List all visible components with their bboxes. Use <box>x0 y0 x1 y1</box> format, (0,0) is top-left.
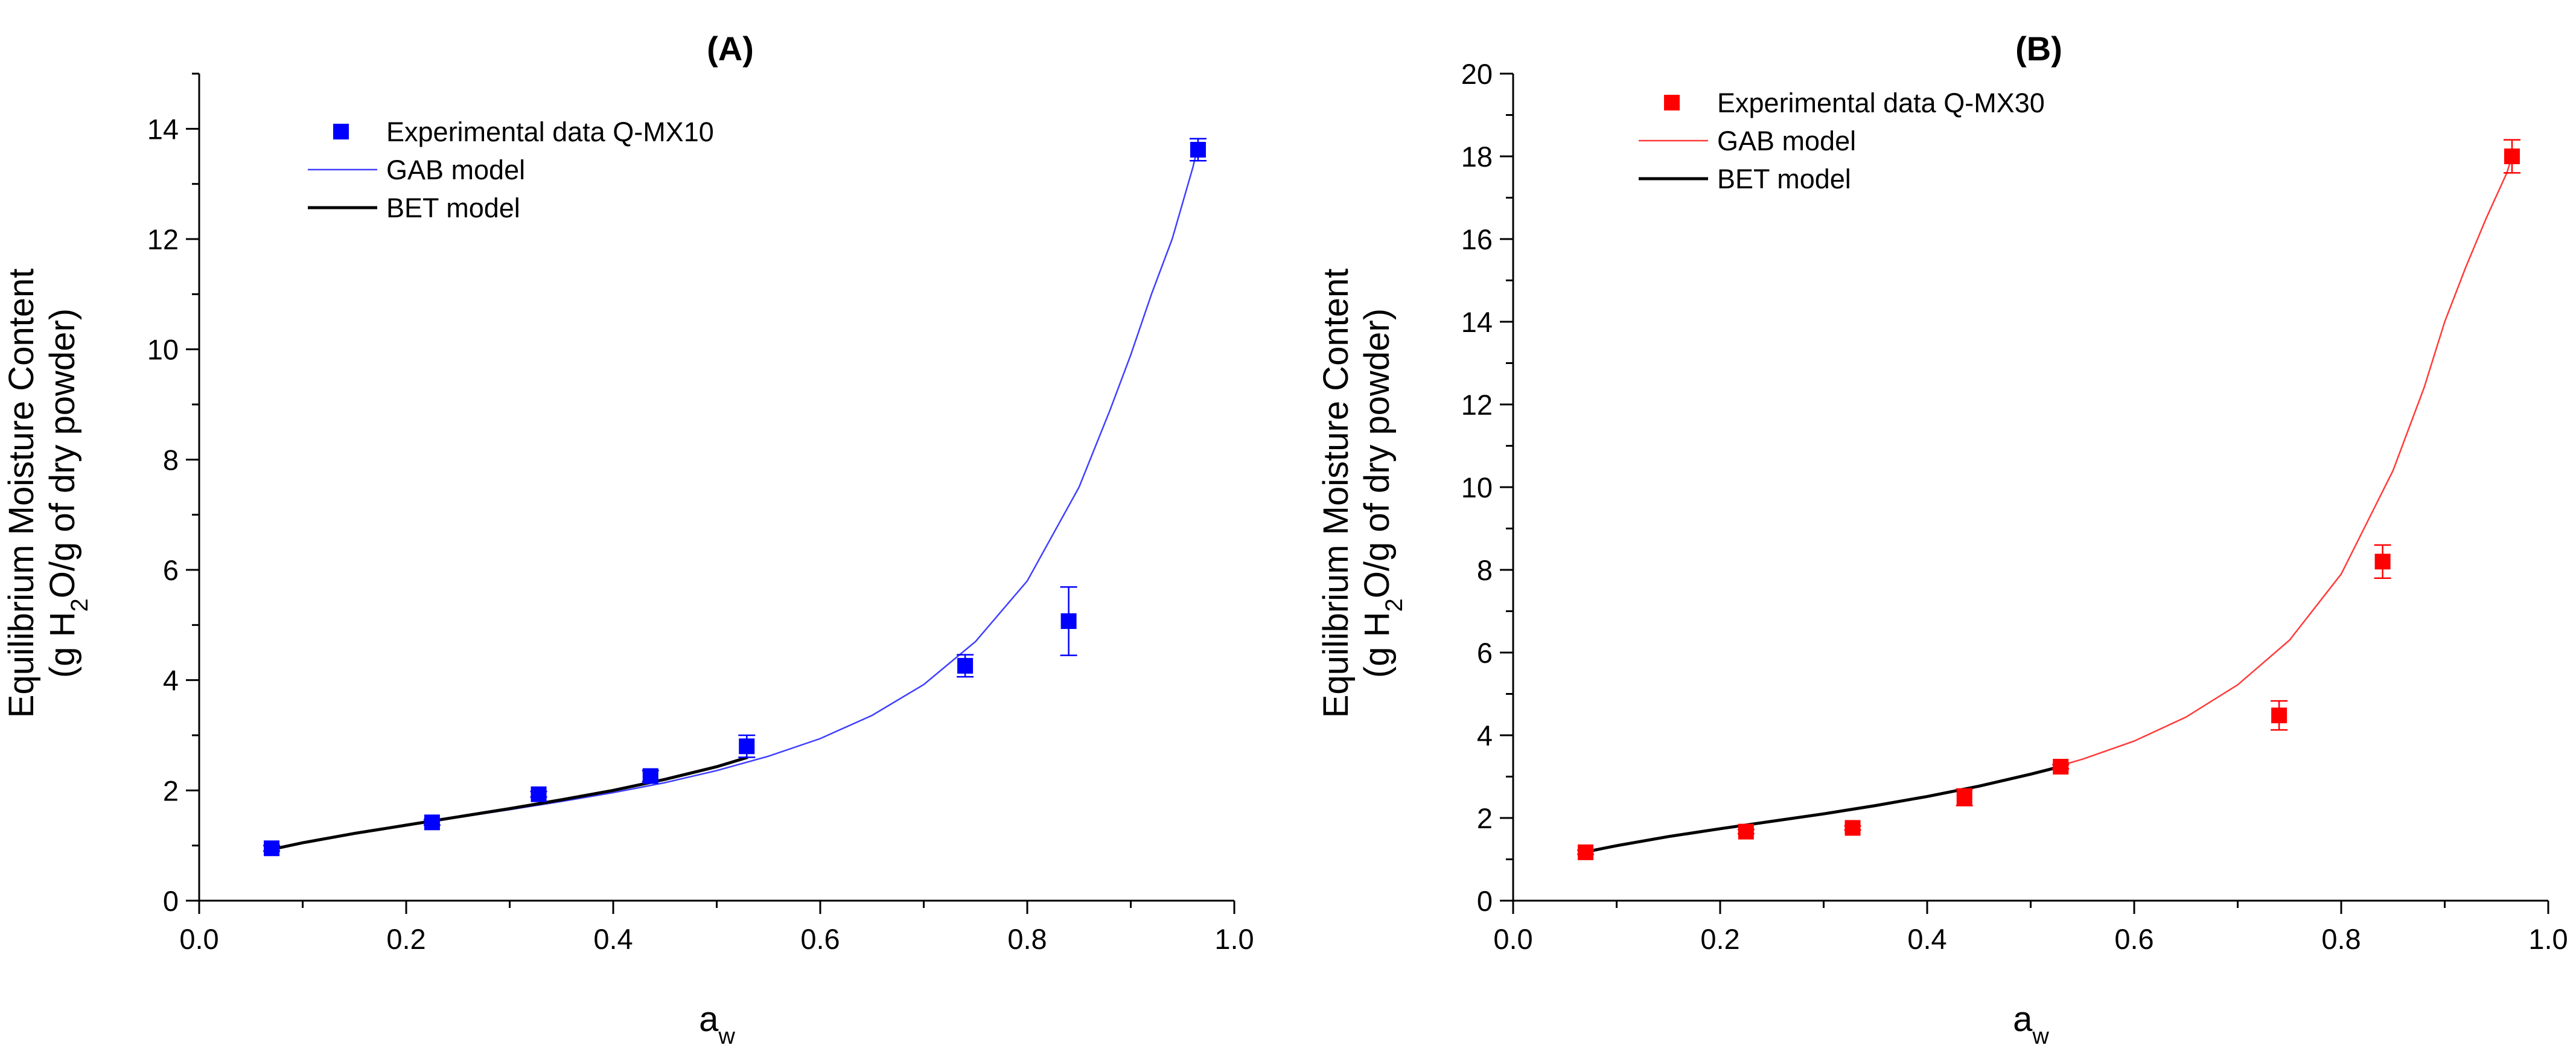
y-axis-label-units: (g H2O/g of dry powder) <box>1357 308 1408 678</box>
chart-panel-b: (B) 0.0 0.2 0.4 0.6 0.8 1.0 0 2 4 6 8 10 12 14 16 18 20 aw… <box>1316 30 2568 1049</box>
legend-label: Experimental data Q-MX10 <box>386 117 714 147</box>
data-point <box>642 768 658 784</box>
data-point <box>739 738 755 755</box>
data-point <box>2504 149 2520 164</box>
y-tick-label: 10 <box>147 334 179 366</box>
x-axis-label: aw <box>699 1000 735 1049</box>
chart-title: (A) <box>707 30 754 68</box>
data-point <box>2271 707 2287 724</box>
y-tick-label: 8 <box>163 444 179 476</box>
x-tick-label: 0.6 <box>2114 923 2154 955</box>
chart-panel-a: (A) 0.0 0.2 0.4 0.6 0.8 1.0 0 2 4 6 8 10 12 14 aw Equili… <box>2 30 1254 1049</box>
legend-label: GAB model <box>386 155 525 185</box>
y-tick-label: 6 <box>1477 637 1493 669</box>
data-point <box>1190 142 1206 158</box>
y-tick-label: 20 <box>1461 58 1493 90</box>
y-tick-label: 0 <box>1477 885 1493 917</box>
data-point <box>1578 844 1594 860</box>
gab-model-line <box>271 145 1199 851</box>
y-tick-label: 14 <box>1461 306 1493 338</box>
y-axis-label-units: (g H2O/g of dry powder) <box>43 308 93 678</box>
data-point <box>1060 613 1077 629</box>
x-axis-label: aw <box>2013 1000 2049 1049</box>
y-tick-label: 6 <box>163 554 179 586</box>
y-tick-label: 12 <box>1461 389 1493 421</box>
chart-title: (B) <box>2015 30 2062 68</box>
x-tick-label: 0.8 <box>1007 923 1047 955</box>
x-tick-label: 0.4 <box>593 923 633 955</box>
legend-marker <box>333 124 349 139</box>
y-axis-label: Equilibrium Moisture Content <box>2 269 41 718</box>
y-tick-label: 2 <box>1477 802 1493 834</box>
y-tick-label: 12 <box>147 223 179 255</box>
x-tick-label: 0.0 <box>1493 923 1532 955</box>
legend-label: BET model <box>386 193 520 223</box>
legend-label: Experimental data Q-MX30 <box>1717 88 2045 118</box>
data-point <box>957 657 974 674</box>
data-point <box>1844 820 1861 836</box>
bet-model-line <box>271 756 748 851</box>
data-point <box>531 786 547 802</box>
legend-label: BET model <box>1717 164 1851 194</box>
x-tick-label: 0.6 <box>800 923 840 955</box>
legend-label: GAB model <box>1717 126 1856 156</box>
y-axis-label: Equilibrium Moisture Content <box>1316 269 1356 718</box>
data-point <box>2374 554 2391 570</box>
y-tick-label: 18 <box>1461 141 1493 173</box>
x-tick-label: 0.4 <box>1907 923 1946 955</box>
data-point <box>1956 789 1972 805</box>
y-tick-label: 10 <box>1461 471 1493 503</box>
bet-model-line <box>1585 764 2062 854</box>
legend-marker <box>1664 95 1680 110</box>
x-tick-label: 0.2 <box>1700 923 1739 955</box>
y-tick-label: 0 <box>163 885 179 917</box>
x-tick-label: 0.2 <box>386 923 426 955</box>
gab-model-line <box>1585 156 2513 853</box>
x-tick-label: 1.0 <box>1214 923 1254 955</box>
data-point <box>264 840 280 857</box>
y-tick-label: 8 <box>1477 554 1493 586</box>
y-tick-label: 14 <box>147 113 179 145</box>
y-tick-label: 4 <box>1477 720 1493 752</box>
data-point <box>424 814 440 831</box>
y-tick-label: 2 <box>163 775 179 806</box>
y-tick-label: 4 <box>163 665 179 697</box>
data-point <box>2053 759 2069 775</box>
x-tick-label: 0.8 <box>2321 923 2361 955</box>
data-point <box>1738 823 1754 840</box>
x-tick-label: 0.0 <box>179 923 218 955</box>
y-tick-label: 16 <box>1461 223 1493 255</box>
x-tick-label: 1.0 <box>2528 923 2568 955</box>
